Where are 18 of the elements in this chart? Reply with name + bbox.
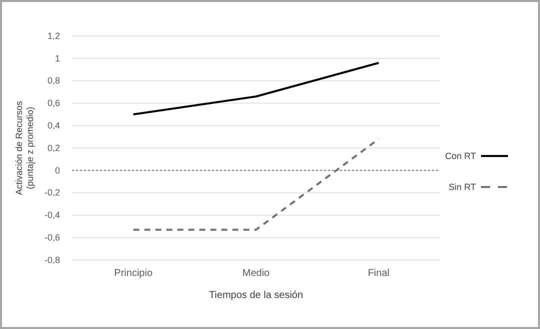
x-axis-title: Tiempos de la sesión — [208, 290, 304, 301]
y-tick-label: 0,2 — [47, 142, 60, 153]
y-tick-label: 0,8 — [47, 76, 60, 86]
legend-label: Con RT — [445, 151, 476, 161]
y-tick-label: -0,6 — [44, 232, 60, 242]
x-tick-label: Principio — [114, 268, 153, 280]
y-axis-title: Activación de Recursos (puntaje z promedio) — [14, 100, 35, 196]
x-tick-label: Medio — [242, 268, 270, 280]
y-tick-label: -0,2 — [44, 188, 60, 198]
y-tick-label: 1 — [54, 53, 60, 64]
y-tick-label: -0,8 — [44, 254, 60, 265]
y-tick-label: 0 — [54, 165, 60, 176]
y-tick-label: 1,2 — [47, 30, 60, 41]
y-tick-label: -0,4 — [44, 210, 60, 220]
legend-label: Sin RT — [448, 182, 476, 192]
x-tick-label: Final — [368, 268, 390, 280]
y-tick-label: 0,6 — [47, 98, 60, 108]
y-tick-label: 0,4 — [47, 120, 60, 130]
